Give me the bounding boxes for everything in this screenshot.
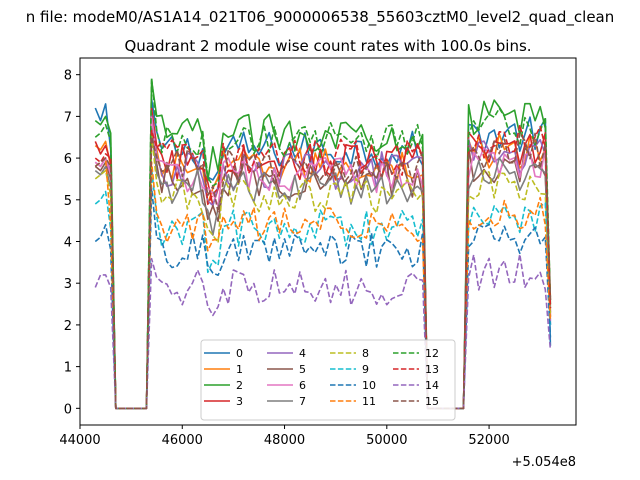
- y-tick-label: 5: [64, 194, 72, 209]
- series-line-15: [94, 132, 552, 410]
- y-tick-label: 7: [64, 110, 72, 125]
- chart-suptitle: n file: modeM0/AS1A14_021T06_9000006538_…: [26, 8, 615, 27]
- series-line-4: [94, 114, 552, 410]
- series-line-8: [94, 135, 552, 410]
- legend-label-8: 8: [362, 347, 369, 360]
- x-tick-label: 50000: [366, 433, 407, 448]
- legend-label-10: 10: [362, 379, 376, 392]
- legend-label-6: 6: [299, 379, 306, 392]
- legend-box: [200, 339, 456, 421]
- x-tick-label: 48000: [264, 433, 305, 448]
- x-tick-label: 52000: [468, 433, 509, 448]
- series-line-14: [94, 253, 552, 410]
- y-tick-label: 1: [64, 361, 72, 376]
- legend-label-9: 9: [362, 363, 369, 376]
- series-line-9: [94, 167, 552, 410]
- legend-label-15: 15: [425, 395, 439, 408]
- series-line-10: [94, 187, 552, 410]
- y-tick-label: 3: [64, 277, 72, 292]
- legend-label-11: 11: [362, 395, 376, 408]
- legend-label-12: 12: [425, 347, 439, 360]
- y-tick-label: 8: [64, 69, 72, 84]
- legend-label-1: 1: [236, 363, 243, 376]
- legend-label-13: 13: [425, 363, 439, 376]
- series-line-12: [94, 76, 552, 410]
- legend-label-7: 7: [299, 395, 306, 408]
- x-tick-label: 44000: [59, 433, 100, 448]
- y-tick-label: 6: [64, 152, 72, 167]
- series-line-11: [94, 157, 552, 410]
- series-line-2: [94, 79, 552, 410]
- y-tick-label: 0: [64, 402, 72, 417]
- x-offset-label: +5.054e8: [512, 455, 576, 470]
- y-tick-label: 4: [64, 236, 72, 251]
- x-tick-label: 46000: [162, 433, 203, 448]
- y-tick-label: 2: [64, 319, 72, 334]
- legend-label-4: 4: [299, 347, 306, 360]
- legend-label-14: 14: [425, 379, 439, 392]
- legend-label-5: 5: [299, 363, 306, 376]
- series-layer: [94, 76, 552, 410]
- chart-title: Quadrant 2 module wise count rates with …: [124, 37, 531, 55]
- series-line-5: [94, 122, 552, 410]
- legend-label-0: 0: [236, 347, 243, 360]
- legend-label-2: 2: [236, 379, 243, 392]
- series-line-0: [94, 98, 552, 410]
- series-line-13: [94, 124, 552, 410]
- legend-label-3: 3: [236, 395, 243, 408]
